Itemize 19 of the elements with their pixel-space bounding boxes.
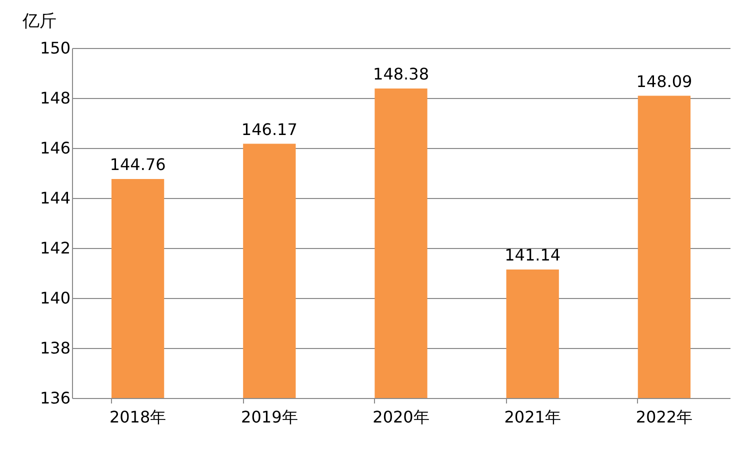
y-tick-label: 144	[40, 188, 70, 208]
y-tick-label: 136	[40, 388, 70, 408]
y-tick-label: 146	[40, 138, 70, 158]
data-label: 144.76	[110, 155, 166, 174]
x-tick-label: 2021年	[504, 408, 561, 426]
data-label: 148.38	[373, 64, 429, 84]
y-tick-label: 142	[40, 238, 70, 258]
x-tick-label: 2020年	[372, 408, 430, 426]
y-tick-label: 148	[40, 88, 70, 108]
y-tick-label: 150	[40, 38, 70, 58]
data-label: 148.09	[636, 72, 692, 91]
y-tick-label: 140	[40, 288, 70, 308]
y-axis-title: 亿斤	[22, 12, 56, 32]
x-tick-label: 2022年	[636, 408, 693, 426]
data-label: 141.14	[504, 246, 561, 264]
x-tick-label: 2019年	[241, 408, 298, 426]
x-tick-label: 2018年	[109, 408, 166, 426]
y-tick-label: 138	[40, 338, 70, 358]
data-label: 146.17	[241, 120, 298, 139]
